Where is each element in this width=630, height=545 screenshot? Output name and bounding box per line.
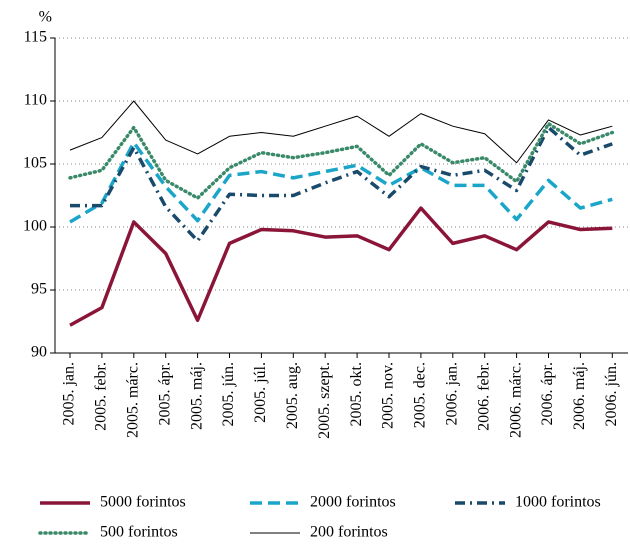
y-tick-label: 100 bbox=[23, 218, 47, 235]
y-tick-label: 95 bbox=[31, 281, 47, 298]
y-tick-label: 110 bbox=[24, 92, 47, 109]
x-tick-label: 2005. febr. bbox=[93, 362, 110, 431]
y-tick-label: 90 bbox=[31, 344, 47, 361]
data-line bbox=[69, 100, 613, 164]
data-line bbox=[69, 140, 613, 224]
legend-label: 500 forintos bbox=[100, 524, 178, 541]
x-tick-label: 2005. máj. bbox=[188, 362, 205, 430]
data-line bbox=[68, 121, 615, 200]
x-tick-label: 2006. máj. bbox=[571, 362, 588, 430]
data-line bbox=[70, 125, 613, 243]
x-tick-label: 2006. márc. bbox=[507, 362, 524, 438]
x-tick-label: 2005. ápr. bbox=[156, 362, 173, 426]
x-tick-label: 2005. nov. bbox=[380, 362, 397, 429]
x-tick-label: 2005. aug. bbox=[284, 362, 301, 429]
x-tick-label: 2005. márc. bbox=[124, 362, 141, 438]
y-tick-label: 105 bbox=[23, 155, 47, 172]
x-tick-label: 2005. júl. bbox=[252, 362, 269, 423]
x-tick-label: 2005. dec. bbox=[412, 362, 429, 428]
x-tick-label: 2006. jún. bbox=[603, 362, 620, 426]
y-axis-label: % bbox=[39, 9, 52, 26]
x-tick-label: 2005. okt. bbox=[348, 362, 365, 426]
legend-label: 5000 forintos bbox=[100, 494, 186, 511]
y-tick-label: 115 bbox=[24, 29, 47, 46]
legend-label: 200 forintos bbox=[310, 524, 388, 541]
x-tick-label: 2005. szept. bbox=[316, 362, 333, 439]
x-tick-label: 2005. jan. bbox=[61, 362, 78, 426]
x-tick-label: 2006. ápr. bbox=[539, 362, 556, 426]
x-tick-label: 2006. jan. bbox=[443, 362, 460, 426]
legend-label: 2000 forintos bbox=[310, 494, 396, 511]
data-line bbox=[69, 206, 613, 327]
x-tick-label: 2005. jún. bbox=[220, 362, 237, 426]
x-tick-label: 2006. febr. bbox=[475, 362, 492, 431]
legend-label: 1000 forintos bbox=[515, 494, 601, 511]
